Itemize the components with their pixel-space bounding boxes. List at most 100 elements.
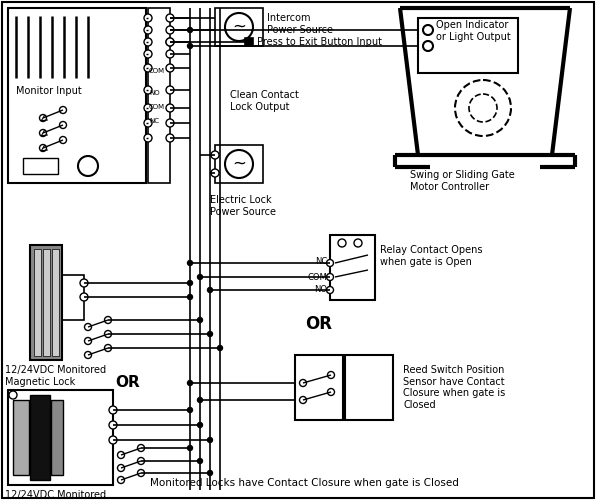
Bar <box>62 275 84 320</box>
Text: NC: NC <box>149 118 159 124</box>
Circle shape <box>197 398 203 402</box>
Bar <box>295 355 343 420</box>
Text: Monitor Input: Monitor Input <box>16 86 82 96</box>
Circle shape <box>166 14 174 22</box>
Circle shape <box>166 26 174 34</box>
Text: Electric Lock
Power Source: Electric Lock Power Source <box>210 195 276 216</box>
Text: OR: OR <box>305 315 332 333</box>
Text: Intercom
Power Source: Intercom Power Source <box>267 13 333 34</box>
Circle shape <box>144 86 152 94</box>
Bar <box>13 400 29 475</box>
Circle shape <box>9 391 17 399</box>
Circle shape <box>247 40 252 44</box>
Circle shape <box>166 134 174 142</box>
Circle shape <box>144 64 152 72</box>
Circle shape <box>39 130 46 136</box>
Circle shape <box>138 458 144 464</box>
Circle shape <box>144 119 152 127</box>
Circle shape <box>60 136 67 143</box>
Circle shape <box>144 14 152 22</box>
Circle shape <box>197 274 203 280</box>
Circle shape <box>207 332 213 336</box>
Circle shape <box>207 438 213 442</box>
Text: Swing or Sliding Gate
Motor Controller: Swing or Sliding Gate Motor Controller <box>410 170 515 192</box>
Circle shape <box>423 41 433 51</box>
Circle shape <box>109 406 117 414</box>
Text: 12/24VDC Monitored
Magnetic Lock: 12/24VDC Monitored Magnetic Lock <box>5 365 106 386</box>
Bar <box>51 400 63 475</box>
Circle shape <box>104 316 111 324</box>
Circle shape <box>207 288 213 292</box>
Circle shape <box>104 344 111 352</box>
Circle shape <box>109 421 117 429</box>
Circle shape <box>117 464 125 471</box>
Circle shape <box>188 280 193 285</box>
Circle shape <box>166 104 174 112</box>
Circle shape <box>60 122 67 128</box>
Text: Clean Contact
Lock Output: Clean Contact Lock Output <box>230 90 299 112</box>
Circle shape <box>144 50 152 58</box>
Circle shape <box>327 274 334 280</box>
Text: 12/24VDC Monitored
Electric Strike Lock: 12/24VDC Monitored Electric Strike Lock <box>5 490 106 500</box>
Bar <box>215 8 263 46</box>
Circle shape <box>327 260 334 266</box>
Circle shape <box>188 294 193 300</box>
Bar <box>30 395 50 480</box>
Bar <box>330 235 375 300</box>
Bar <box>8 390 113 485</box>
Text: NO: NO <box>149 90 160 96</box>
Bar <box>8 8 146 183</box>
Bar <box>245 38 253 46</box>
Text: ~: ~ <box>232 155 246 173</box>
Circle shape <box>166 50 174 58</box>
Circle shape <box>144 104 152 112</box>
Circle shape <box>188 260 193 266</box>
Circle shape <box>166 86 174 94</box>
Circle shape <box>327 286 334 294</box>
Circle shape <box>218 346 222 350</box>
Bar <box>418 18 518 73</box>
Circle shape <box>78 156 98 176</box>
Circle shape <box>80 279 88 287</box>
Circle shape <box>166 38 174 46</box>
Circle shape <box>85 338 92 344</box>
Bar <box>345 355 393 420</box>
Circle shape <box>338 239 346 247</box>
Circle shape <box>188 28 193 32</box>
Circle shape <box>144 38 152 46</box>
Circle shape <box>39 114 46 121</box>
Text: Relay Contact Opens
when gate is Open: Relay Contact Opens when gate is Open <box>380 245 483 266</box>
Circle shape <box>144 26 152 34</box>
Circle shape <box>423 25 433 35</box>
Circle shape <box>188 408 193 412</box>
Circle shape <box>39 144 46 152</box>
Circle shape <box>300 396 306 404</box>
Circle shape <box>166 38 174 46</box>
Bar <box>34 249 41 356</box>
Circle shape <box>188 44 193 49</box>
Text: NO: NO <box>314 286 327 294</box>
Circle shape <box>207 470 213 476</box>
Text: Reed Switch Position
Sensor have Contact
Closure when gate is
Closed: Reed Switch Position Sensor have Contact… <box>403 365 505 410</box>
Bar <box>43 249 50 356</box>
Circle shape <box>60 106 67 114</box>
Circle shape <box>197 318 203 322</box>
Circle shape <box>327 388 334 396</box>
Text: COM: COM <box>308 272 327 281</box>
Circle shape <box>117 476 125 484</box>
Circle shape <box>197 422 203 428</box>
Bar <box>215 145 263 183</box>
Circle shape <box>85 352 92 358</box>
Circle shape <box>144 134 152 142</box>
Text: OR: OR <box>115 375 139 390</box>
Text: Monitored Locks have Contact Closure when gate is Closed: Monitored Locks have Contact Closure whe… <box>150 478 459 488</box>
Circle shape <box>354 239 362 247</box>
Text: Press to Exit Button Input: Press to Exit Button Input <box>257 37 382 47</box>
Circle shape <box>138 444 144 452</box>
Bar <box>148 8 170 183</box>
Circle shape <box>166 64 174 72</box>
Circle shape <box>300 380 306 386</box>
Circle shape <box>211 169 219 177</box>
Text: Open Indicator
or Light Output: Open Indicator or Light Output <box>436 20 511 42</box>
Bar <box>30 245 62 360</box>
